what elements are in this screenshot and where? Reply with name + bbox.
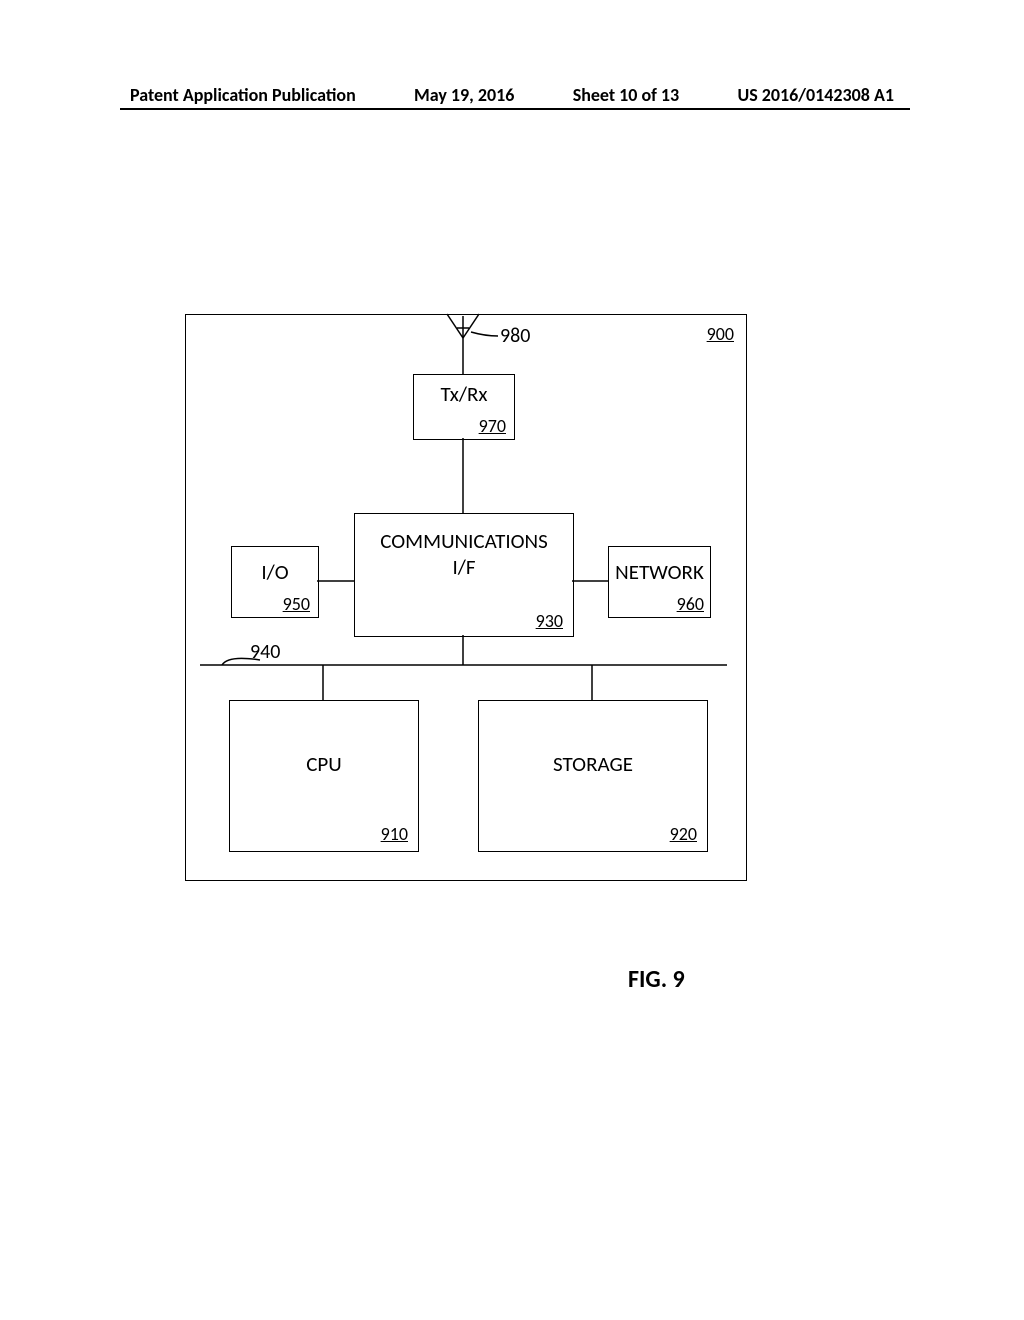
header-rule — [120, 108, 910, 110]
storage-ref: 920 — [670, 823, 697, 845]
txrx-label: Tx/Rx — [414, 381, 514, 407]
communications-ref: 930 — [536, 610, 563, 632]
communications-label-1: COMMUNICATIONS — [355, 528, 573, 554]
device-ref: 900 — [707, 323, 734, 345]
header-sheet: Sheet 10 of 13 — [573, 84, 679, 106]
io-label: I/O — [232, 559, 318, 585]
communications-label-2: I/F — [355, 554, 573, 580]
network-ref: 960 — [677, 593, 704, 615]
txrx-ref: 970 — [479, 415, 506, 437]
header: Patent Application Publication May 19, 2… — [0, 84, 1024, 106]
communications-if-block: COMMUNICATIONS I/F 930 — [354, 513, 574, 637]
header-publication: Patent Application Publication — [130, 84, 356, 106]
bus-ref: 940 — [250, 640, 280, 664]
io-ref: 950 — [283, 593, 310, 615]
header-pubnum: US 2016/0142308 A1 — [737, 84, 894, 106]
storage-block: STORAGE 920 — [478, 700, 708, 852]
cpu-block: CPU 910 — [229, 700, 419, 852]
header-date: May 19, 2016 — [414, 84, 514, 106]
figure-caption: FIG. 9 — [628, 965, 685, 994]
network-block: NETWORK 960 — [608, 546, 711, 618]
txrx-block: Tx/Rx 970 — [413, 374, 515, 440]
network-label: NETWORK — [609, 559, 710, 585]
page: Patent Application Publication May 19, 2… — [0, 0, 1024, 1320]
storage-label: STORAGE — [479, 751, 707, 777]
cpu-label: CPU — [230, 751, 418, 777]
io-block: I/O 950 — [231, 546, 319, 618]
cpu-ref: 910 — [381, 823, 408, 845]
antenna-ref: 980 — [500, 324, 530, 348]
